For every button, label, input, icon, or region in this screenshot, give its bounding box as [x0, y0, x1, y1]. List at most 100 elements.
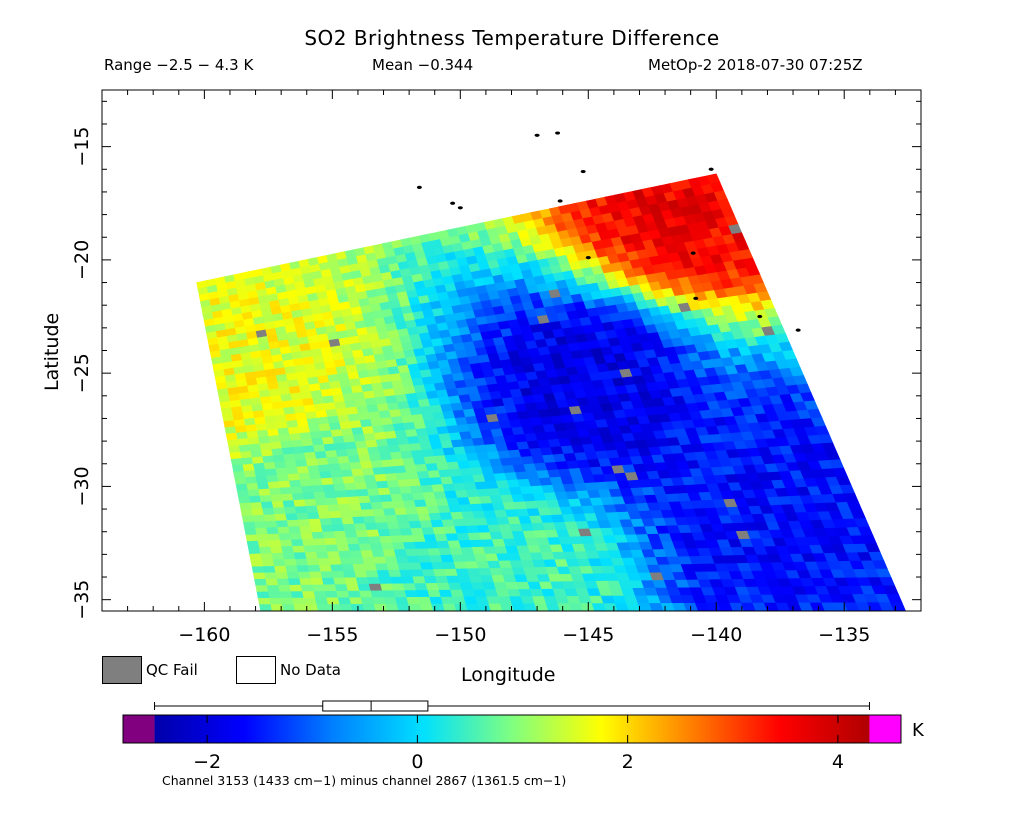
heatmap-cell: [276, 578, 291, 586]
heatmap-cell: [330, 470, 343, 479]
heatmap-cell: [383, 597, 398, 605]
heatmap-cell: [450, 589, 465, 598]
heatmap-cell: [249, 553, 263, 561]
heatmap-cell: [361, 467, 375, 477]
heatmap-cell: [280, 597, 295, 605]
heatmap-cell: [236, 489, 250, 498]
heatmap-cell: [286, 519, 300, 528]
heatmap-cell: [268, 591, 282, 599]
heatmap-cell: [264, 468, 278, 477]
heatmap-cell: [318, 423, 332, 432]
heatmap-cell: [381, 501, 395, 510]
heatmap-cell: [672, 602, 688, 611]
heatmap-cell: [235, 483, 249, 492]
heatmap-cell: [229, 451, 242, 460]
island-outline: [690, 251, 696, 255]
heatmap-cell: [293, 604, 308, 611]
y-tick-label: −30: [71, 466, 93, 506]
heatmap-cell: [499, 603, 515, 611]
heatmap-cell: [282, 500, 296, 508]
island-outline: [795, 328, 801, 332]
heatmap-cell: [320, 477, 334, 486]
heatmap-cell: [614, 603, 630, 611]
heatmap-cell: [265, 578, 279, 586]
colorbar-under: [123, 715, 155, 743]
heatmap-cell: [649, 603, 665, 611]
heatmap-cell: [389, 576, 404, 585]
heatmap-cell: [359, 419, 373, 428]
heatmap-cell: [266, 527, 280, 535]
heatmap-cell: [230, 458, 244, 467]
heatmap-cell: [396, 603, 411, 611]
heatmap-cell: [488, 603, 503, 611]
heatmap-cell: [302, 445, 316, 454]
heatmap-cell: [419, 603, 434, 611]
heatmap-cell: [288, 578, 302, 586]
heatmap-cell: [257, 540, 271, 548]
colorbar-tick-label: 2: [622, 751, 634, 773]
heatmap-cell: [821, 602, 837, 611]
heatmap-cell: [294, 412, 308, 421]
heatmap-cell: [346, 584, 360, 592]
heatmap-cell: [368, 536, 382, 545]
heatmap-cell: [330, 517, 344, 526]
heatmap-cell: [339, 510, 353, 519]
heatmap-cell: [385, 603, 400, 611]
heatmap-cell: [786, 602, 803, 611]
heatmap-cell: [296, 418, 310, 428]
heatmap-cell: [241, 457, 254, 466]
heatmap-cell: [287, 426, 301, 435]
heatmap-cell: [282, 552, 296, 560]
heatmap-cell: [248, 547, 262, 555]
heatmap-cell: [423, 576, 438, 584]
heatmap-cell: [304, 551, 319, 560]
qc-fail-swatch: [102, 656, 142, 684]
heatmap-cell: [247, 489, 261, 497]
heatmap-cell: [332, 435, 346, 445]
y-tick-label: −25: [71, 353, 93, 393]
heatmap-cell: [408, 603, 423, 611]
heatmap-cell: [404, 506, 419, 516]
heatmap-cell: [324, 490, 338, 499]
heatmap-cell: [347, 543, 362, 552]
heatmap-cell: [310, 525, 324, 533]
heatmap-cell: [292, 597, 306, 605]
heatmap-cell: [301, 438, 314, 447]
heatmap-cell: [341, 564, 355, 572]
heatmap-cell: [275, 572, 289, 580]
heatmap-cell: [626, 603, 642, 611]
colorbar-tick-label: −2: [193, 751, 221, 773]
x-tick-label: −140: [690, 624, 742, 646]
heatmap-cell: [309, 571, 323, 579]
heatmap-cell: [296, 465, 310, 474]
heatmap-cell: [252, 572, 267, 580]
heatmap-cell: [290, 486, 304, 495]
heatmap-cell: [379, 535, 393, 544]
heatmap-cell: [352, 475, 367, 484]
heatmap-cell: [319, 470, 333, 480]
heatmap-cell: [314, 498, 328, 507]
heatmap-cell: [290, 539, 305, 547]
heatmap-cell: [238, 496, 251, 504]
heatmap-cell: [359, 502, 374, 511]
heatmap-cell: [270, 494, 284, 503]
colorbar: −2 0 2 4: [122, 700, 902, 773]
heatmap-cell: [388, 569, 402, 578]
heatmap-cell: [358, 543, 373, 552]
heatmap-cell: [419, 562, 434, 571]
heatmap-cell: [274, 565, 288, 574]
heatmap-cell: [297, 519, 311, 527]
y-tick-label: −15: [71, 127, 93, 167]
heatmap-cell: [404, 590, 419, 598]
heatmap-cell: [312, 584, 326, 592]
heatmap-cell: [269, 487, 282, 496]
heatmap-cell: [326, 597, 341, 605]
heatmap-cell: [435, 575, 449, 584]
heatmap-cell: [259, 546, 273, 555]
heatmap-cell: [281, 545, 295, 554]
heatmap-cell: [228, 445, 241, 454]
heatmap-cell: [302, 591, 316, 599]
heatmap-cell: [308, 471, 322, 480]
heatmap-cell: [275, 467, 289, 476]
heatmap-cell: [290, 591, 305, 599]
